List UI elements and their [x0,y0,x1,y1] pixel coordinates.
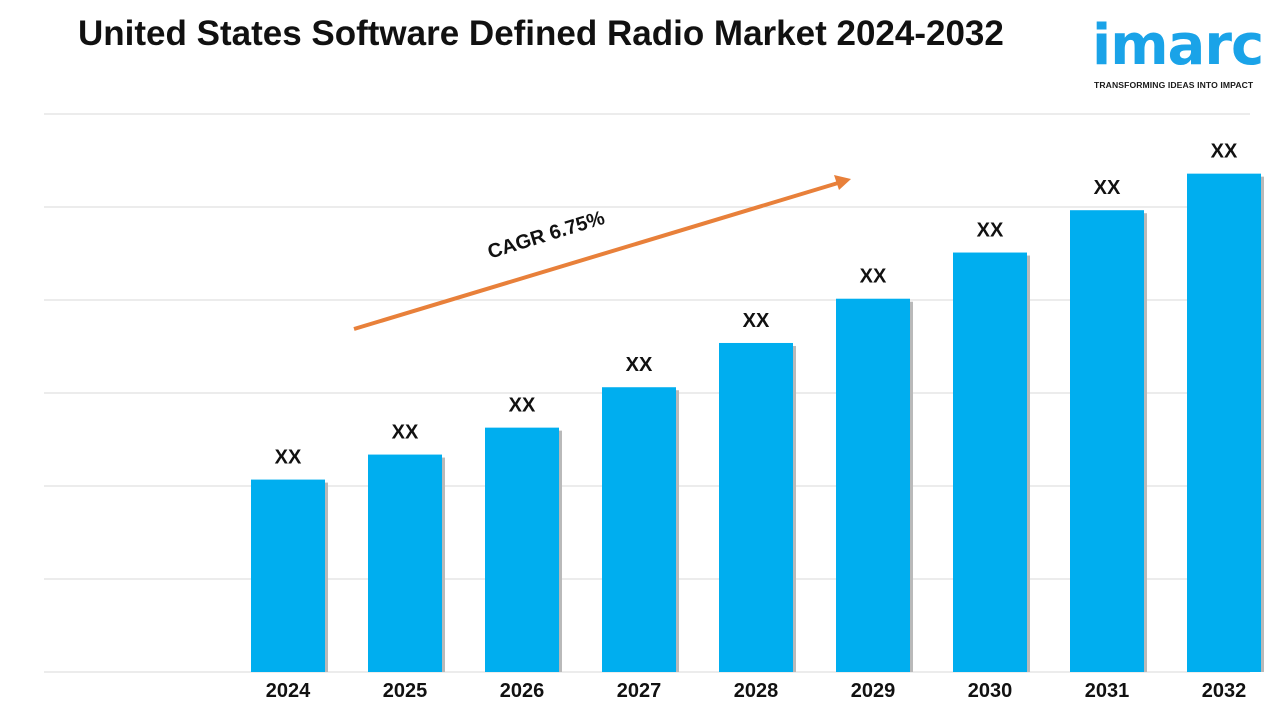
value-label-2032: XX [1211,141,1238,163]
bar-2032 [1187,173,1261,673]
logo-tagline: TRANSFORMING IDEAS INTO IMPACT [1094,80,1254,90]
bar-2030 [953,252,1027,672]
x-tick-2031: 2031 [1085,680,1130,702]
bar-2025 [368,454,442,672]
bar-2029 [836,298,910,672]
bar-2027 [602,387,676,672]
value-label-2024: XX [275,447,302,469]
bar-2026 [485,427,559,672]
value-label-2028: XX [743,310,770,332]
x-tick-2024: 2024 [266,680,311,702]
value-label-2027: XX [626,354,653,376]
cagr-arrowhead [834,175,851,190]
value-label-2026: XX [509,395,536,417]
cagr-label: CAGR 6.75% [485,207,607,264]
value-label-2029: XX [860,266,887,288]
bar-2028 [719,342,793,672]
x-tick-2026: 2026 [500,680,545,702]
value-label-2025: XX [392,422,419,444]
bar-2024 [251,479,325,672]
x-tick-2028: 2028 [734,680,779,702]
x-tick-2030: 2030 [968,680,1013,702]
x-tick-2032: 2032 [1202,680,1247,702]
cagr-arrow [353,181,839,331]
logo-wordmark: imarc [1092,13,1264,78]
imarc-logo: imarc TRANSFORMING IDEAS INTO IMPACT [1092,14,1272,96]
x-tick-2029: 2029 [851,680,896,702]
value-label-2031: XX [1094,177,1121,199]
bars [251,173,1264,673]
x-tick-2025: 2025 [383,680,428,702]
bar-2031 [1070,210,1144,672]
x-axis-ticks: 2024 2025 2026 2027 2028 2029 2030 2031 2032 [266,680,1247,702]
value-label-2030: XX [977,220,1004,242]
cagr-arrow-group: CAGR 6.75% [353,175,851,331]
chart-title: United States Software Defined Radio Mar… [78,14,1004,53]
value-labels: XX XX XX XX XX XX XX XX XX [275,141,1238,469]
x-tick-2027: 2027 [617,680,662,702]
